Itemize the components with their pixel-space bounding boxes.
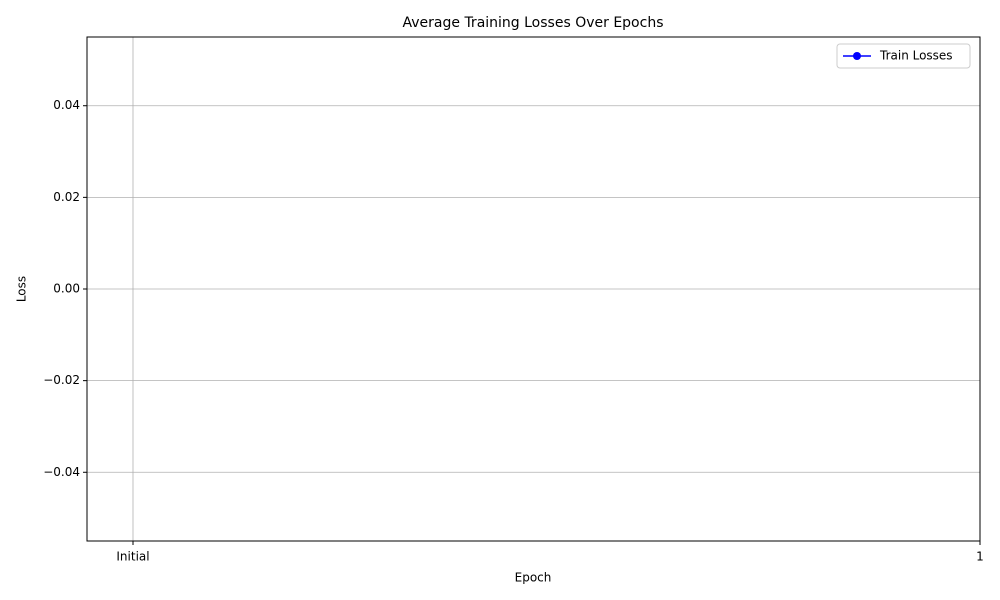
y-tick-label: 0.00 [53, 282, 80, 296]
legend-label: Train Losses [879, 49, 953, 63]
legend: Train Losses [836, 43, 971, 69]
x-tick-label: Initial [116, 550, 149, 564]
x-axis-label: Epoch [515, 571, 552, 585]
legend-box [836, 43, 971, 69]
chart-title: Average Training Losses Over Epochs [403, 15, 664, 31]
y-tick-label: 0.02 [53, 190, 80, 204]
x-tick-label: 1 [976, 550, 984, 564]
y-tick-label: 0.04 [53, 98, 80, 112]
y-tick-label: −0.04 [43, 465, 80, 479]
y-axis-label: Loss [15, 276, 29, 302]
legend-marker [853, 52, 861, 60]
y-tick-label: −0.02 [43, 373, 80, 387]
plot-frame [86, 36, 981, 542]
